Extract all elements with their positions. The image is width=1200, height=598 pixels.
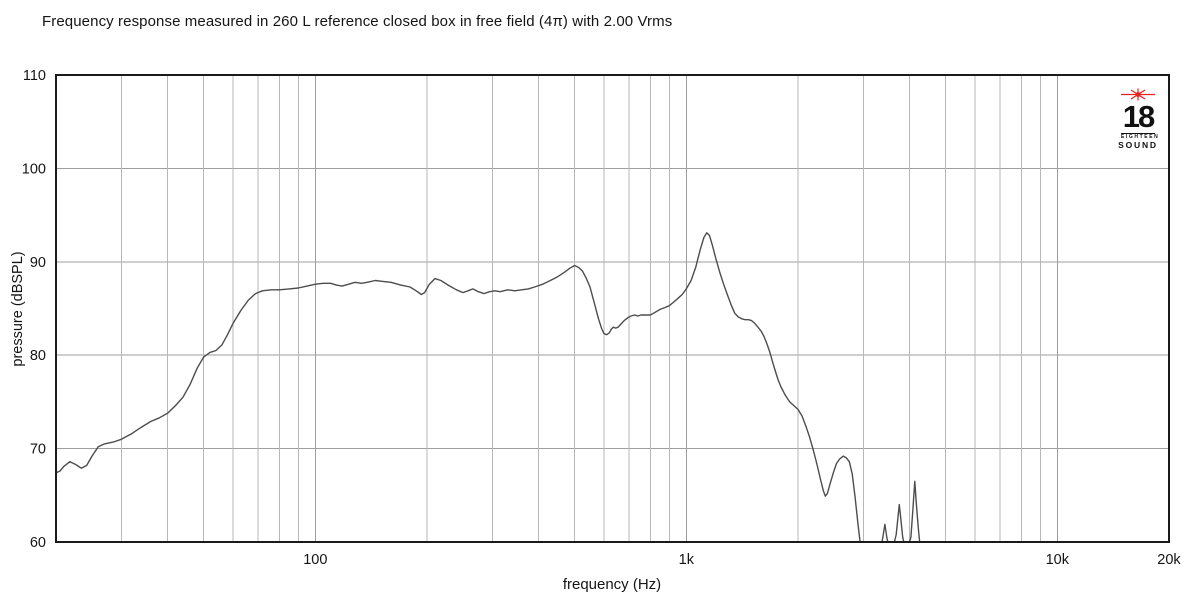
x-axis-title: frequency (Hz) <box>562 576 662 593</box>
x-tick-label: 10k <box>1046 552 1070 568</box>
logo-number: 18 <box>1122 99 1155 134</box>
y-axis-title: pressure (dBSPL) <box>10 251 26 367</box>
y-tick-label: 80 <box>30 348 46 364</box>
x-tick-label: 100 <box>303 552 327 568</box>
y-tick-label: 100 <box>22 161 46 177</box>
x-tick-label: 20k <box>1157 552 1181 568</box>
y-tick-label: 110 <box>23 68 46 84</box>
y-tick-label: 60 <box>30 535 46 551</box>
response-curve <box>56 232 921 543</box>
chart-title: Frequency response measured in 260 L ref… <box>42 13 673 30</box>
plot-border <box>55 74 1170 543</box>
y-tick-label: 70 <box>30 442 46 458</box>
eighteen-sound-logo: 18 EIGHTEEN SOUND <box>1114 88 1162 150</box>
logo-star-icon <box>1121 88 1155 101</box>
logo-brand-sound: SOUND <box>1118 140 1158 151</box>
logo-brand-eighteen: EIGHTEEN <box>1121 133 1160 141</box>
y-tick-label: 90 <box>30 255 46 271</box>
x-tick-label: 1k <box>679 552 695 568</box>
